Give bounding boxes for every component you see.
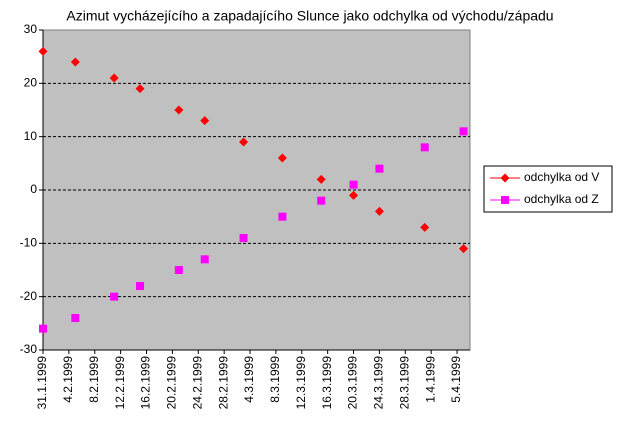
legend: odchylka od V odchylka od Z <box>483 165 613 213</box>
x-tick-label: 28.2.1999 <box>216 356 230 410</box>
point <box>135 84 145 94</box>
point <box>420 143 429 152</box>
point <box>239 137 249 147</box>
point <box>174 105 184 115</box>
legend-marker <box>500 173 510 183</box>
point <box>110 292 119 301</box>
point <box>39 324 47 333</box>
chart-title: Azimut vycházejícího a zapadajícího Slun… <box>66 8 553 24</box>
point <box>459 127 468 136</box>
y-tick-label: 10 <box>24 129 38 143</box>
point <box>349 190 359 200</box>
point <box>278 212 287 221</box>
x-tick-label: 31.1.1999 <box>35 356 49 410</box>
point <box>374 206 384 216</box>
x-tick-label: 24.2.1999 <box>190 356 204 410</box>
point <box>38 46 48 56</box>
x-tick-label: 8.3.1999 <box>268 356 282 403</box>
point <box>375 164 384 173</box>
x-tick-label: 5.4.1999 <box>449 356 463 403</box>
point <box>277 153 287 163</box>
point <box>71 314 80 322</box>
point <box>420 222 430 232</box>
legend-marker <box>501 196 509 204</box>
x-tick-label: 28.3.1999 <box>397 356 411 410</box>
x-tick-label: 24.3.1999 <box>372 356 386 410</box>
point <box>136 282 145 290</box>
point <box>200 116 210 126</box>
x-tick-label: 20.3.1999 <box>346 356 360 410</box>
y-tick-label: -30 <box>20 342 38 356</box>
x-tick-label: 4.3.1999 <box>242 356 256 403</box>
legend-box <box>483 165 613 213</box>
y-tick-label: 0 <box>30 182 37 196</box>
point <box>200 255 209 264</box>
x-tick-label: 4.2.1999 <box>61 356 75 403</box>
x-tick-label: 12.3.1999 <box>294 356 308 410</box>
y-tick-label: -10 <box>20 236 38 250</box>
y-tick-label: 30 <box>24 22 38 36</box>
y-tick-label: -20 <box>20 289 38 303</box>
point <box>109 73 119 83</box>
x-tick-label: 12.2.1999 <box>113 356 127 410</box>
point <box>70 57 80 67</box>
point <box>317 196 326 205</box>
x-tick-label: 20.2.1999 <box>165 356 179 410</box>
point <box>349 180 358 189</box>
legend-label: odchylka od Z <box>524 192 599 206</box>
x-tick-label: 16.2.1999 <box>139 356 153 410</box>
point <box>316 174 326 184</box>
x-tick-label: 1.4.1999 <box>423 356 437 403</box>
point <box>239 234 248 242</box>
x-tick-label: 16.3.1999 <box>320 356 334 410</box>
y-tick-label: 20 <box>24 76 38 90</box>
x-tick-label: 8.2.1999 <box>87 356 101 403</box>
point <box>459 244 469 254</box>
point <box>174 266 183 274</box>
legend-label: odchylka od V <box>524 170 599 184</box>
